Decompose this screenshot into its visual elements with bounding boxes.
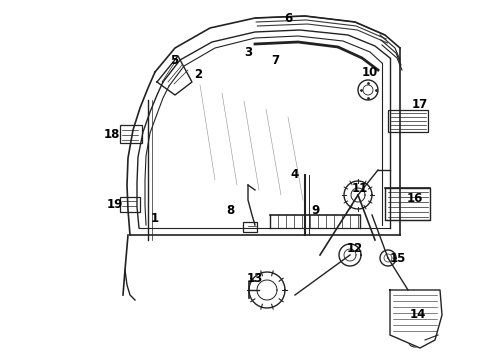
- Bar: [388, 110, 428, 132]
- Text: 9: 9: [311, 203, 319, 216]
- Text: 8: 8: [226, 203, 234, 216]
- Bar: [120, 125, 142, 143]
- Bar: [385, 188, 430, 220]
- Text: 3: 3: [244, 45, 252, 58]
- Text: 11: 11: [352, 181, 368, 194]
- Text: 5: 5: [170, 54, 178, 67]
- Text: 6: 6: [284, 12, 292, 24]
- Text: 2: 2: [194, 68, 202, 81]
- Text: 18: 18: [104, 129, 120, 141]
- Text: 10: 10: [362, 66, 378, 78]
- Bar: [120, 197, 140, 212]
- Text: 17: 17: [412, 99, 428, 112]
- Text: 13: 13: [247, 271, 263, 284]
- Text: 19: 19: [107, 198, 123, 211]
- Bar: [243, 222, 257, 232]
- Text: 15: 15: [390, 252, 406, 265]
- Text: 1: 1: [151, 211, 159, 225]
- Text: 16: 16: [407, 192, 423, 204]
- Circle shape: [358, 80, 378, 100]
- Text: 7: 7: [271, 54, 279, 67]
- Text: 4: 4: [291, 168, 299, 181]
- Text: 12: 12: [347, 242, 363, 255]
- Polygon shape: [390, 290, 442, 348]
- Text: 14: 14: [410, 309, 426, 321]
